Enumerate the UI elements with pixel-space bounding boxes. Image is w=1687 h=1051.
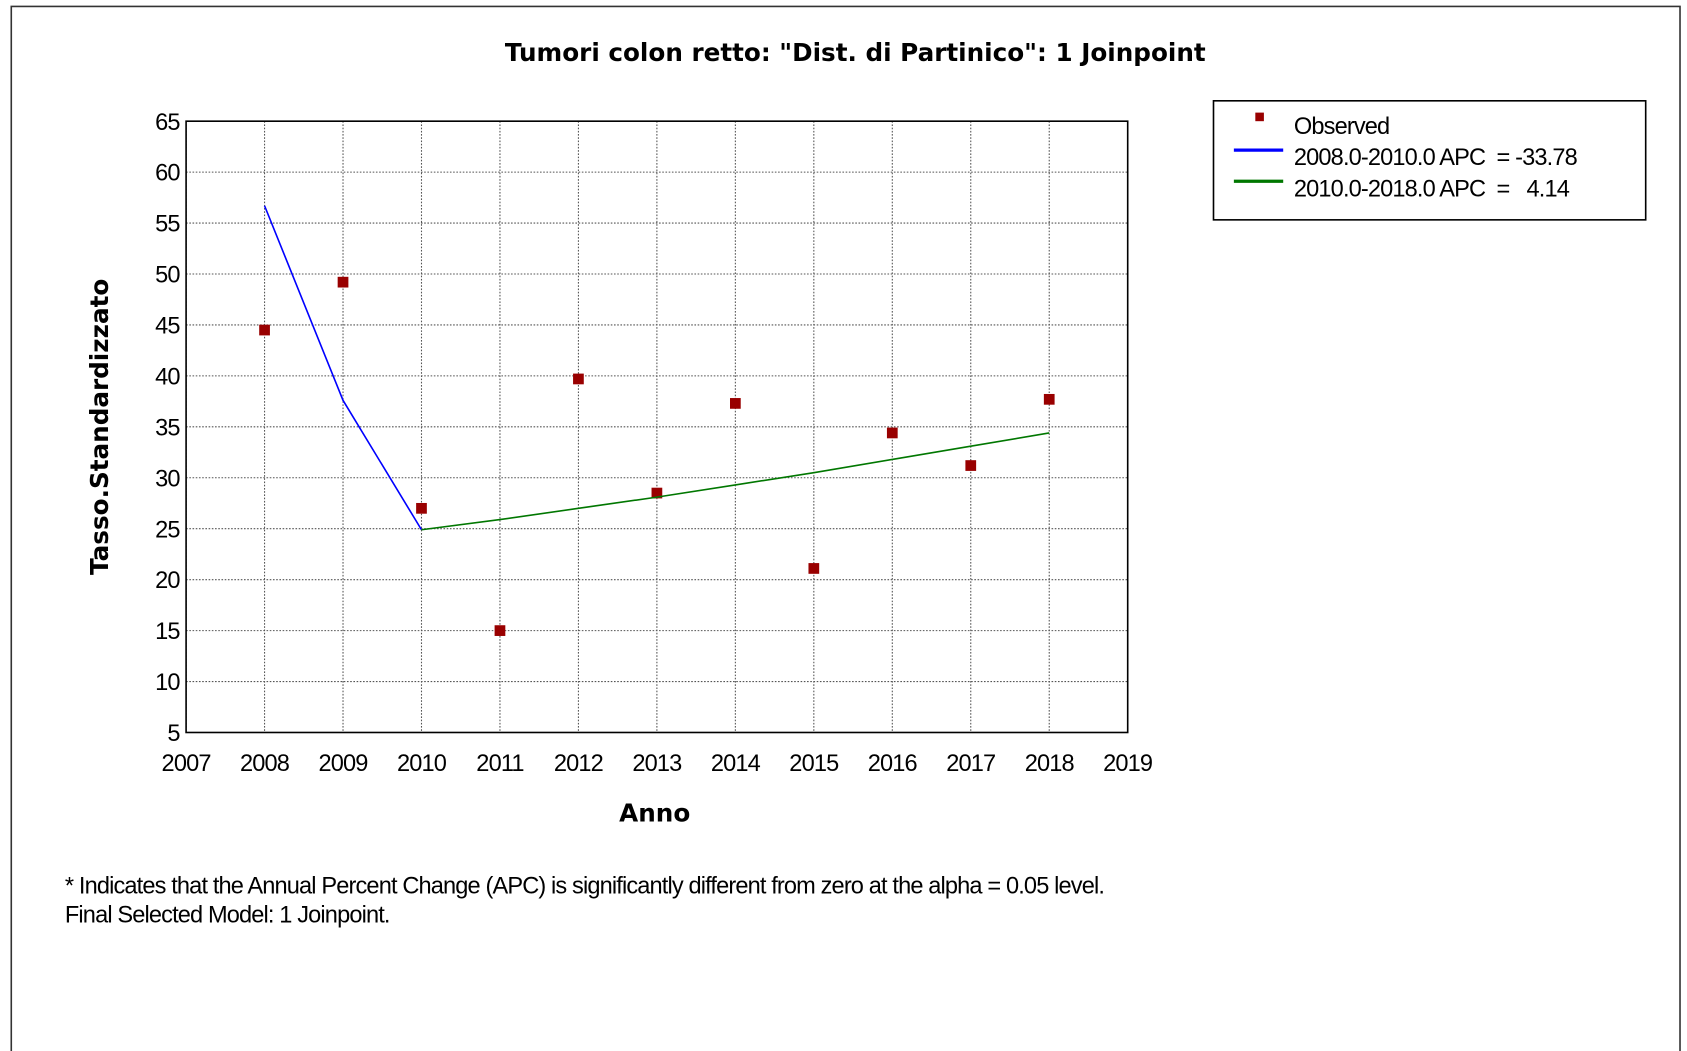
- y-tick-label: 5: [167, 720, 180, 746]
- legend-box: [1212, 100, 1647, 221]
- x-tick-label: 2007: [162, 750, 211, 776]
- footnote: * Indicates that the Annual Percent Chan…: [65, 872, 1104, 898]
- x-tick-label: 2014: [711, 750, 761, 776]
- observed-point: [573, 373, 584, 385]
- plot-area: [185, 120, 1129, 734]
- fit-line: [421, 432, 1050, 531]
- y-tick-label: 10: [155, 669, 180, 695]
- x-tick-label: 2018: [1025, 750, 1075, 776]
- y-tick-label: 35: [155, 414, 180, 440]
- observed-point: [494, 625, 506, 636]
- x-tick-label: 2012: [554, 750, 603, 776]
- x-tick-label: 2010: [397, 750, 447, 776]
- y-tick-label: 45: [155, 313, 180, 339]
- x-tick-label: 2015: [789, 750, 839, 776]
- y-axis-label: Tasso.Standardizzato: [85, 279, 114, 575]
- observed-point: [416, 502, 427, 514]
- observed-point: [651, 487, 663, 499]
- observed-point: [337, 276, 349, 288]
- chart-title: Tumori colon retto: "Dist. di Partinico"…: [505, 38, 1206, 67]
- x-tick-label: 2009: [319, 750, 368, 776]
- fit-line: [263, 205, 423, 531]
- y-tick-label: 25: [155, 516, 180, 542]
- y-tick-label: 55: [155, 211, 180, 237]
- y-tick-label: 30: [155, 465, 180, 491]
- observed-point: [808, 563, 820, 574]
- x-tick-label: 2011: [476, 750, 523, 776]
- legend-label: Observed: [1294, 113, 1389, 139]
- x-tick-label: 2019: [1103, 750, 1152, 776]
- y-tick-label: 50: [155, 262, 180, 288]
- y-tick-label: 40: [155, 363, 180, 389]
- y-tick-label: 60: [155, 160, 180, 186]
- observed-point: [729, 398, 741, 409]
- legend-label: 2008.0-2010.0 APC = -33.78: [1294, 144, 1578, 170]
- observed-point: [965, 460, 977, 471]
- y-tick-label: 65: [155, 109, 180, 135]
- x-tick-label: 2016: [868, 750, 918, 776]
- observed-point: [259, 324, 270, 336]
- y-tick-label: 20: [155, 567, 180, 593]
- legend-label: 2010.0-2018.0 APC = 4.14: [1294, 175, 1570, 201]
- observed-point: [1043, 393, 1055, 405]
- x-axis-label: Anno: [619, 798, 690, 827]
- footnote: Final Selected Model: 1 Joinpoint.: [65, 901, 390, 927]
- observed-point: [886, 427, 898, 439]
- y-tick-label: 15: [155, 618, 180, 644]
- x-tick-label: 2008: [240, 750, 290, 776]
- legend-marker: [1255, 112, 1264, 122]
- x-tick-label: 2013: [632, 750, 682, 776]
- x-tick-label: 2017: [946, 750, 995, 776]
